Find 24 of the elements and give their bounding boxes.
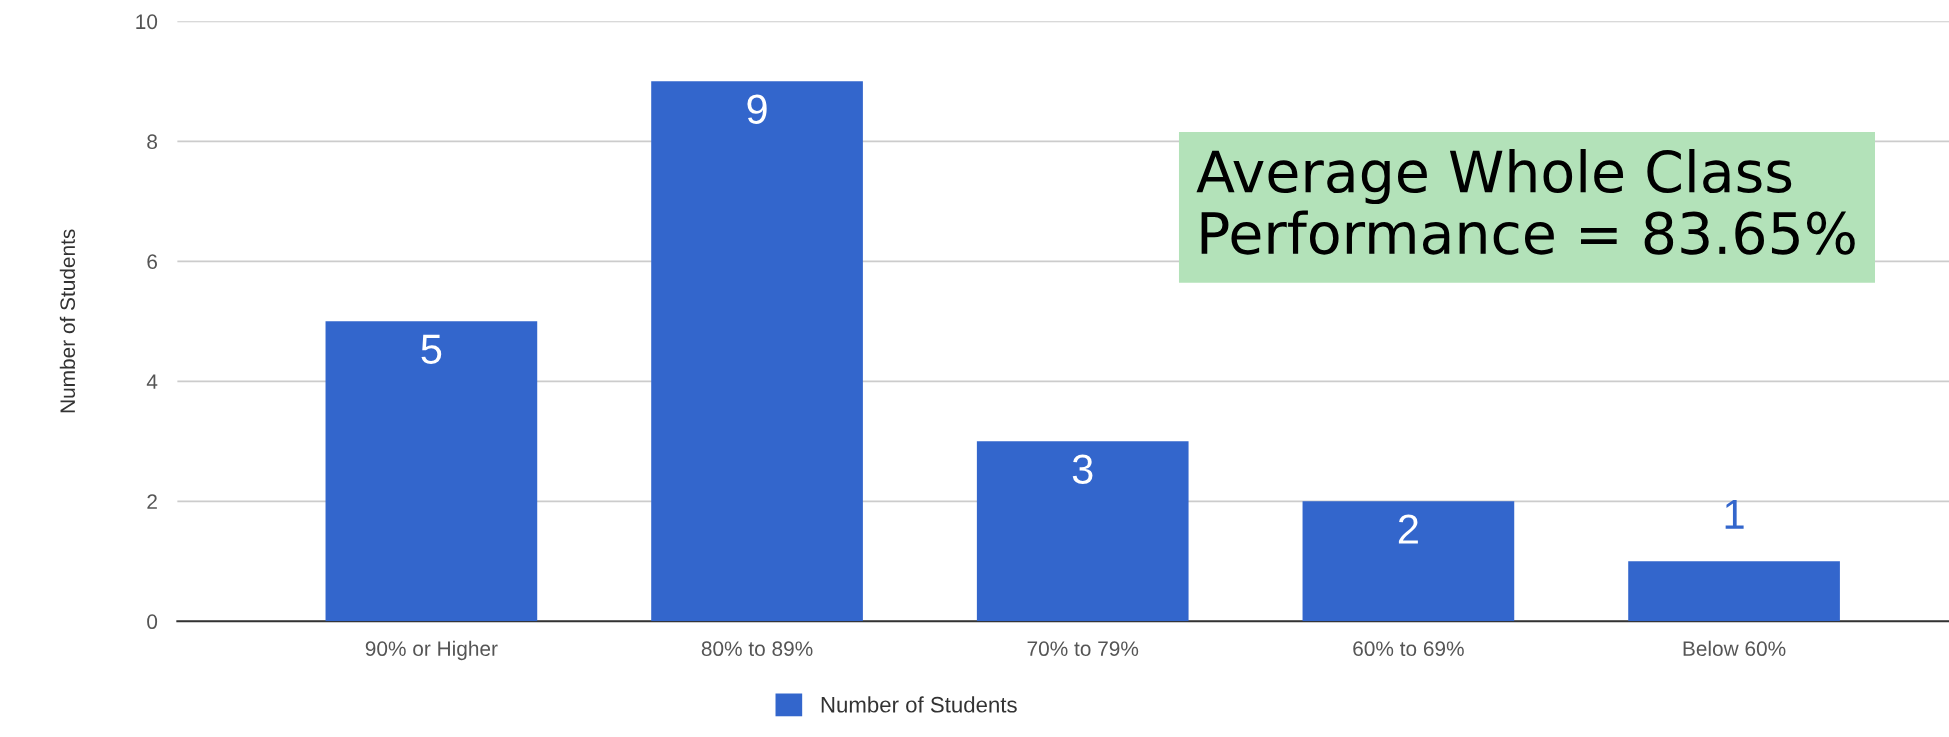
- y-tick-label: 4: [146, 374, 158, 389]
- y-tick-label: 2: [147, 494, 157, 509]
- bar: [976, 441, 1189, 622]
- y-tick-label: 0: [147, 614, 158, 630]
- bar: [1628, 561, 1840, 622]
- x-tick-label: Below 60%: [1683, 640, 1786, 657]
- x-tick-label: 90% or Higher: [365, 640, 498, 661]
- bar: [325, 321, 538, 622]
- x-tick-label: 60% to 69%: [1353, 641, 1464, 657]
- data-label: 2: [1398, 514, 1418, 544]
- data-label: 3: [1072, 454, 1093, 484]
- data-label: 9: [747, 94, 767, 124]
- bar: [1302, 501, 1515, 622]
- x-tick-label: 80% to 89%: [701, 641, 813, 657]
- bar: [651, 81, 863, 622]
- data-label: 1: [1725, 499, 1744, 529]
- y-tick-label: 10: [136, 14, 158, 30]
- legend-label: Number of Students: [821, 696, 1017, 713]
- y-tick-label: 6: [147, 254, 157, 270]
- y-axis-title: Number of Students: [59, 229, 76, 413]
- data-label: 5: [421, 334, 442, 364]
- y-tick-label: 8: [147, 134, 158, 150]
- x-tick-label: 70% to 79%: [1027, 641, 1139, 657]
- annotation: Average Whole Class Performance = 83.65%: [1196, 148, 1855, 255]
